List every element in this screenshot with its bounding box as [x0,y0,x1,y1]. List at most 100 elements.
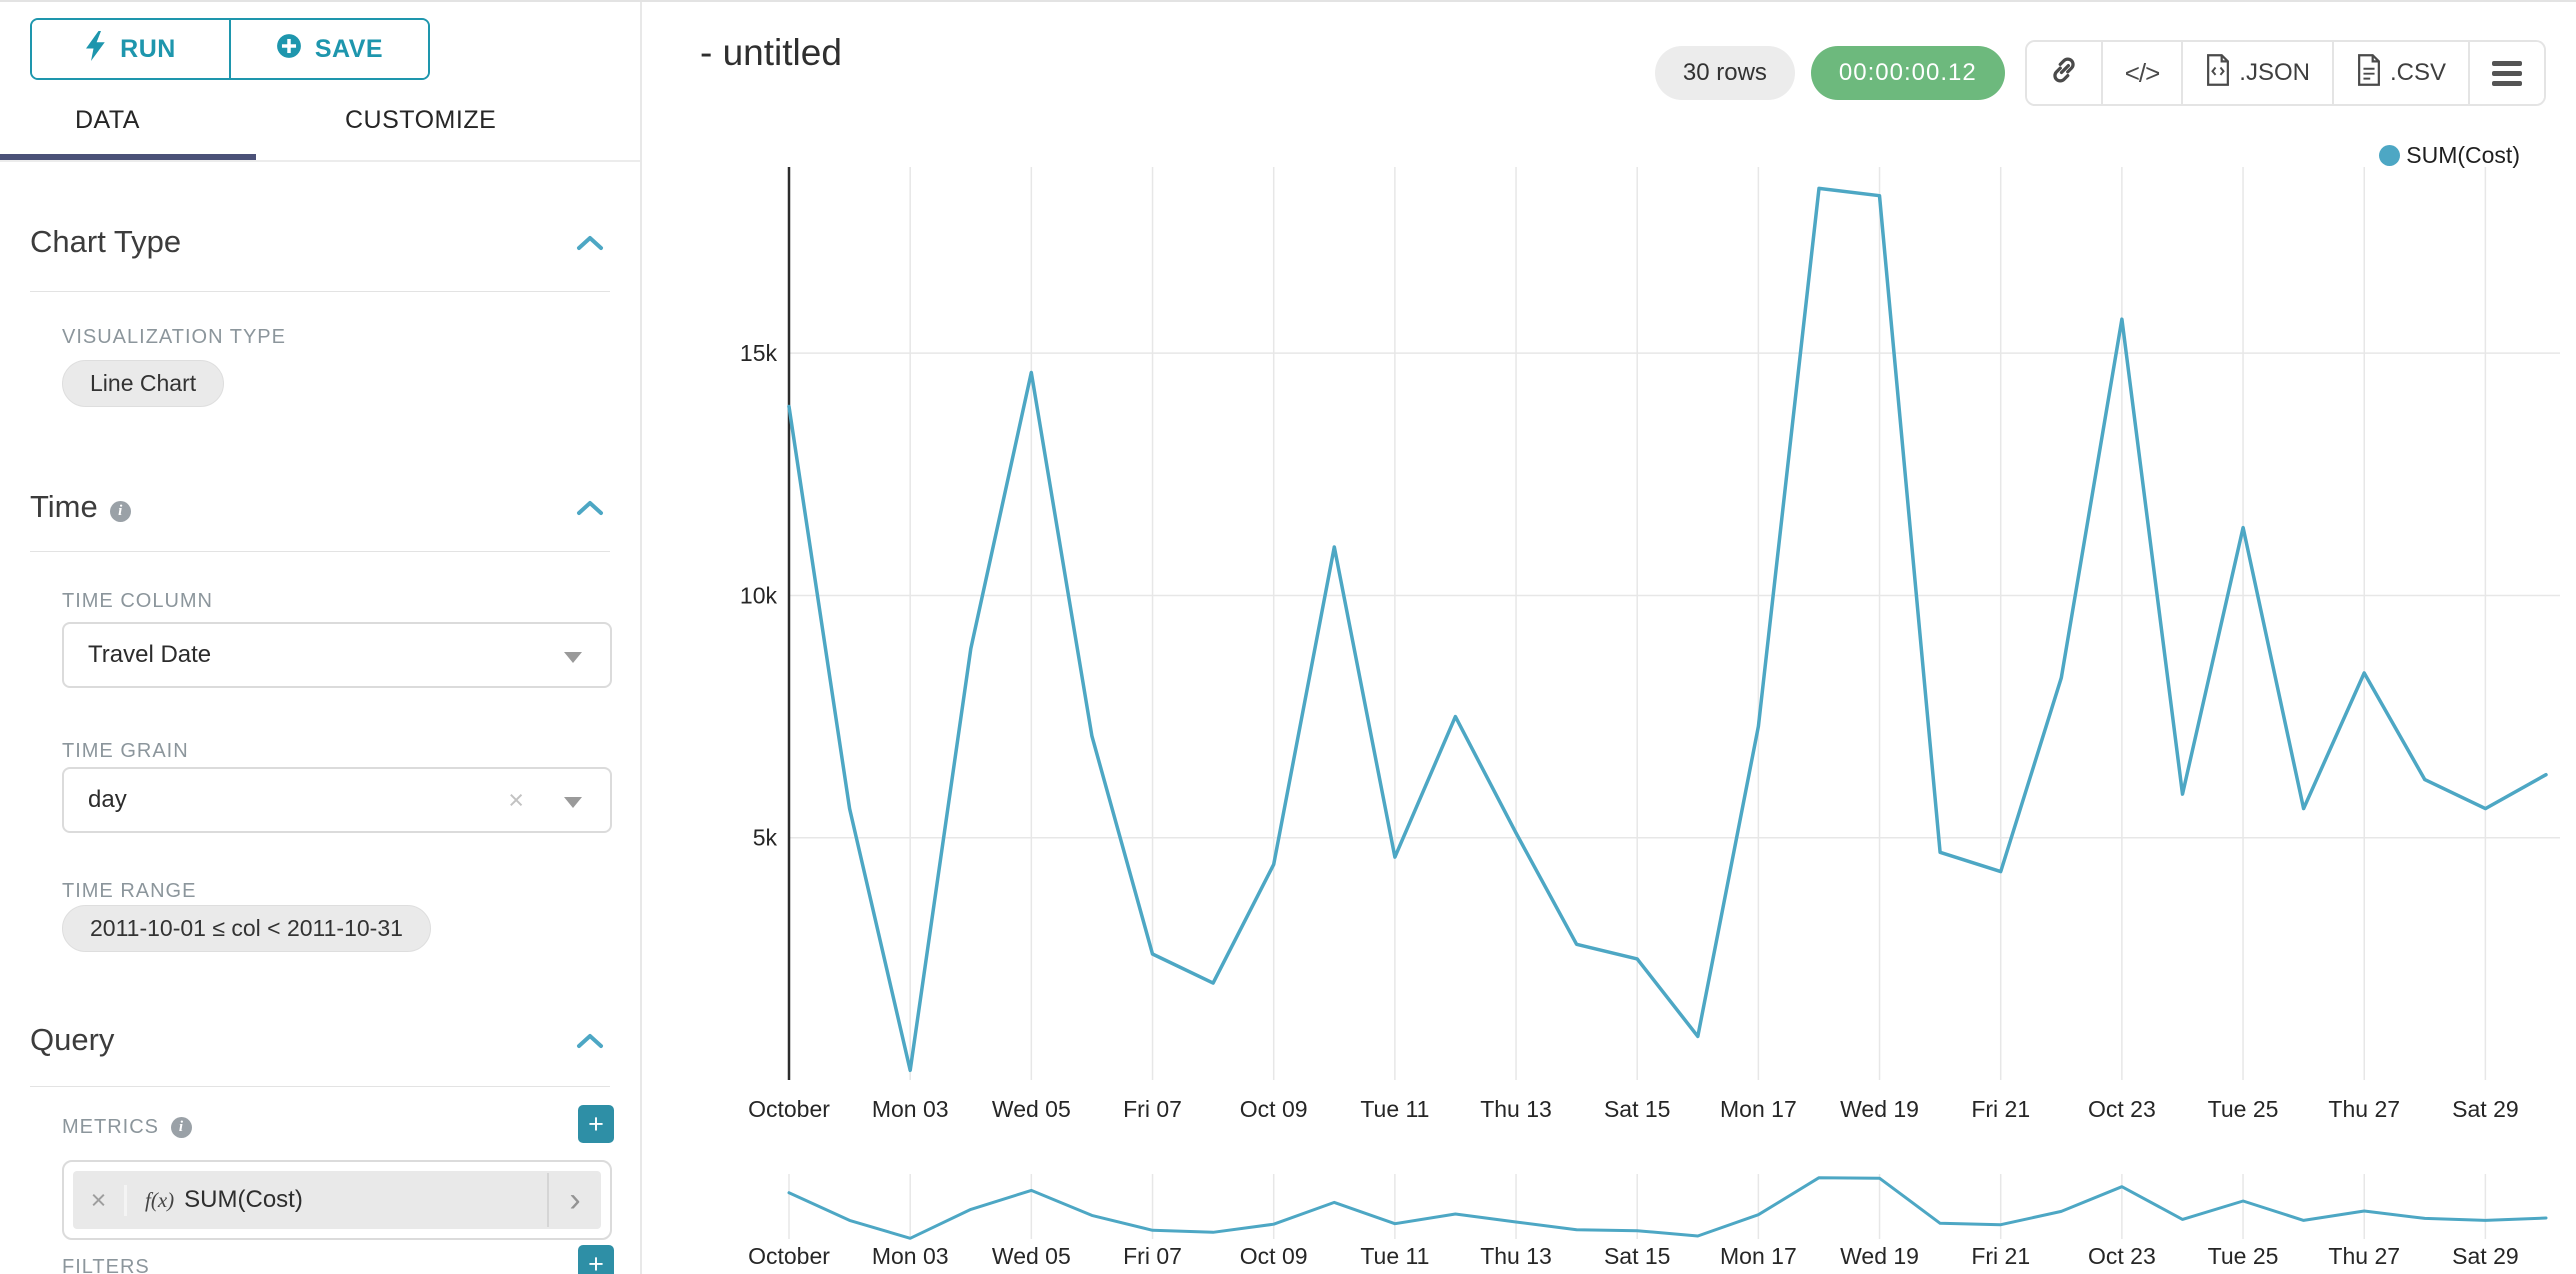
time-grain-select[interactable]: day × [62,767,612,833]
tab-data[interactable]: DATA [75,106,140,134]
main-line-chart[interactable]: 5k 10k 15k October Mon 03 Wed 05 Fri 07 Oct 09 T… [642,132,2576,1132]
x-tick-label: Oct 09 [1240,1096,1308,1122]
add-filter-button[interactable]: + [578,1245,614,1274]
x-tick-label: Tue 25 [2208,1096,2279,1122]
json-button-label: .JSON [2239,59,2310,86]
lightning-bolt-icon [85,30,107,68]
chevron-down-icon [564,797,582,808]
chevron-right-icon[interactable]: › [547,1173,601,1227]
save-button[interactable]: SAVE [231,20,428,78]
x-tick-label: Mon 17 [1720,1096,1797,1122]
chevron-up-icon[interactable] [576,1032,604,1050]
chart-panel: - untitled 30 rows 00:00:00.12 </> .JSON [642,2,2576,1274]
chart-title: - untitled [700,32,842,73]
x-tick-label: Sat 29 [2452,1096,2519,1122]
y-tick-label: 5k [753,825,778,851]
tabs-divider [0,160,640,162]
section-title-query: Query [30,1022,115,1057]
remove-metric-icon[interactable]: × [73,1184,127,1216]
time-grain-label: TIME GRAIN [62,740,189,762]
export-toolbar: </> .JSON .CSV [2024,40,2546,106]
active-tab-underline [0,154,256,160]
csv-file-icon [2356,53,2382,93]
share-link-button[interactable] [2026,42,2101,104]
brush-x-tick-label: Tue 11 [1360,1243,1429,1269]
brush-x-tick-label: Fri 21 [1971,1243,2030,1269]
x-tick-label: Wed 05 [992,1096,1071,1122]
x-tick-label: Thu 13 [1480,1096,1552,1122]
csv-button-label: .CSV [2389,59,2446,86]
export-json-button[interactable]: .JSON [2181,42,2332,104]
query-timer-badge: 00:00:00.12 [1810,46,2005,100]
section-divider [30,1086,610,1087]
section-title-chart-type: Chart Type [30,224,182,259]
plus-circle-icon [276,33,302,66]
brush-x-tick-label: Tue 25 [2208,1243,2279,1269]
brush-x-tick-label: Fri 07 [1123,1243,1182,1269]
viz-type-label: VISUALIZATION TYPE [62,326,286,348]
filters-label: FILTERS [62,1256,150,1274]
x-tick-label: Wed 19 [1840,1096,1919,1122]
y-tick-label: 10k [740,582,778,608]
menu-icon [2492,56,2522,91]
legend-series-label: SUM(Cost) [2406,142,2520,168]
brush-x-tick-label: Mon 03 [872,1243,949,1269]
run-save-group: RUN SAVE [30,18,430,80]
brush-x-tick-label: Oct 23 [2088,1243,2156,1269]
clear-icon[interactable]: × [508,785,524,815]
brush-x-tick-label: Mon 17 [1720,1243,1797,1269]
metric-item[interactable]: × f(x) SUM(Cost) › [73,1171,601,1229]
run-button[interactable]: RUN [32,20,231,78]
info-icon: i [171,1117,192,1138]
brush-x-tick-label: October [748,1243,830,1269]
info-icon: i [109,501,131,522]
x-tick-label: October [748,1096,830,1122]
viz-type-pill[interactable]: Line Chart [62,360,225,407]
legend-series-dot [2379,145,2401,166]
chevron-down-icon [564,652,582,663]
metrics-container: × f(x) SUM(Cost) › [62,1160,612,1240]
link-icon [2049,55,2079,92]
chevron-up-icon[interactable] [576,499,604,517]
time-grain-value: day [88,786,127,813]
x-tick-label: Thu 27 [2328,1096,2400,1122]
control-panel[interactable]: RUN SAVE DATA CUSTOMIZE Chart Type VISUA… [0,2,642,1274]
tab-customize[interactable]: CUSTOMIZE [345,106,497,134]
menu-button[interactable] [2468,42,2544,104]
section-title-time: Time i [30,489,131,525]
y-tick-label: 15k [740,340,778,366]
brush-series-line [787,1176,2548,1240]
time-column-label: TIME COLUMN [62,590,213,612]
view-query-button[interactable]: </> [2100,42,2182,104]
x-tick-label: Oct 23 [2088,1096,2156,1122]
context-brush-chart[interactable]: October Mon 03 Wed 05 Fri 07 Oct 09 Tue 11 Thu… [642,1132,2576,1274]
brush-x-tick-label: Sat 15 [1604,1243,1671,1269]
export-csv-button[interactable]: .CSV [2331,42,2468,104]
x-tick-label: Tue 11 [1360,1096,1429,1122]
formula-icon: f(x) [145,1187,175,1212]
x-tick-label: Mon 03 [872,1096,949,1122]
brush-x-tick-label: Wed 19 [1840,1243,1919,1269]
chevron-up-icon[interactable] [576,234,604,252]
header-actions: 30 rows 00:00:00.12 </> .JSON [1654,40,2546,106]
brush-x-tick-label: Thu 27 [2328,1243,2400,1269]
x-tick-label: Sat 15 [1604,1096,1671,1122]
brush-x-tick-label: Wed 05 [992,1243,1071,1269]
x-tick-label: Fri 21 [1971,1096,2030,1122]
section-divider [30,551,610,552]
row-count-badge: 30 rows [1654,46,1795,100]
code-icon: </> [2124,57,2161,88]
legend-item[interactable]: SUM(Cost) [2379,142,2520,169]
time-range-pill[interactable]: 2011-10-01 ≤ col < 2011-10-31 [62,905,431,952]
x-tick-label: Fri 07 [1123,1096,1182,1122]
save-button-label: SAVE [314,34,384,63]
json-file-icon [2205,53,2231,93]
run-button-label: RUN [120,34,176,63]
series-line [787,186,2548,1073]
time-range-label: TIME RANGE [62,880,197,902]
add-metric-button[interactable]: + [578,1105,614,1143]
time-column-value: Travel Date [88,641,212,668]
brush-x-tick-label: Thu 13 [1480,1243,1552,1269]
time-column-select[interactable]: Travel Date [62,622,612,688]
